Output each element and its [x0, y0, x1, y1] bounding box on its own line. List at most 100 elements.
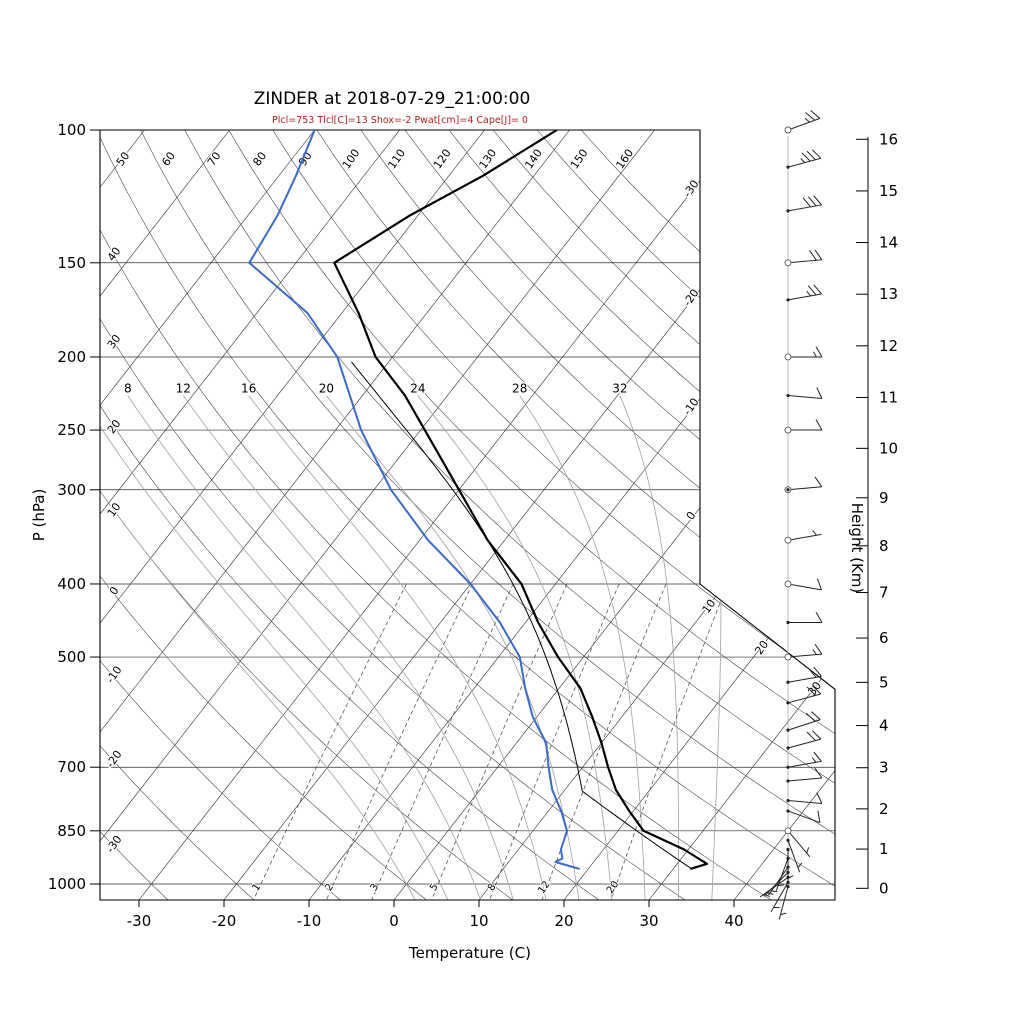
- wind-barb-staff: [787, 395, 822, 400]
- wind-barb-feather: [815, 419, 823, 431]
- profile-curves: [248, 130, 709, 870]
- dry-adiabat-label-left: 0: [107, 584, 122, 597]
- level-marker-circle: [784, 653, 792, 661]
- dry-adiabat-line: [100, 130, 513, 900]
- temperature-tick-label: 20: [554, 912, 573, 930]
- grid-lines: [100, 130, 835, 900]
- moist-adiabat-label: 28: [512, 382, 527, 396]
- moist-adiabat-label: 8: [124, 382, 132, 396]
- isotherm-line: [100, 130, 230, 900]
- temperature-axis-label: Temperature (C): [408, 944, 531, 962]
- wind-barb-half-feather: [812, 649, 817, 655]
- level-marker-dot: [786, 865, 790, 869]
- wind-barb-feather: [801, 152, 811, 162]
- wind-barb-feather: [806, 731, 816, 741]
- dry-adiabat-line: [316, 130, 835, 900]
- temperature-tick-label: 0: [389, 912, 399, 930]
- wind-barb-feather: [814, 767, 823, 779]
- dry-adiabat-line: [360, 130, 835, 900]
- dry-adiabat-label-top: 100: [340, 147, 363, 172]
- wind-barb-feather: [814, 643, 823, 655]
- temperature-tick-label: 30: [639, 912, 658, 930]
- wind-barb-staff: [787, 259, 822, 264]
- mixing-ratio-line: [541, 583, 667, 900]
- temperature-tick-label: -10: [297, 912, 322, 930]
- temperature-curve: [333, 130, 709, 870]
- isotherm-line: [100, 130, 145, 900]
- wind-barb-feather: [815, 611, 823, 623]
- wind-barb-staff: [787, 583, 822, 591]
- dry-adiabat-label-left: 40: [105, 245, 124, 264]
- dry-adiabat-label-left: -10: [104, 664, 125, 686]
- wind-barb-feather: [807, 285, 817, 296]
- level-marker-dot: [786, 875, 790, 880]
- isotherm-line: [138, 130, 740, 900]
- level-marker-dot: [786, 838, 790, 842]
- wind-barb-half-feather: [800, 157, 806, 163]
- wind-barb-feather: [809, 250, 817, 261]
- grid-labels: 50 60 70 80 90 100 110 120 130 140 150 160403020100…: [102, 145, 825, 897]
- temperature-tick-label: -30: [127, 912, 152, 930]
- wind-barb-staff: [787, 719, 821, 731]
- dry-adiabat-label-left: 30: [105, 332, 124, 351]
- wind-barb-half-feather: [811, 757, 817, 763]
- wind-barb-feather: [813, 666, 822, 677]
- isotherm-line: [100, 130, 400, 900]
- wind-barb-half-feather: [813, 351, 817, 358]
- isotherm-line: [100, 130, 485, 900]
- isotherm-label-right: -20: [681, 287, 702, 309]
- chart-title: ZINDER at 2018-07-29_21:00:00: [254, 89, 531, 109]
- pressure-tick-label: 1000: [48, 875, 86, 893]
- plot-frame: [99, 129, 836, 901]
- isotherm-line: [100, 130, 570, 900]
- level-marker-dot: [786, 880, 790, 884]
- wind-barb-half-feather: [806, 847, 810, 854]
- height-tick-label: 6: [879, 629, 889, 647]
- dry-adiabat-line: [100, 130, 772, 900]
- mixing-ratio-line: [431, 583, 568, 900]
- level-marker-dot: [786, 746, 790, 750]
- dry-adiabat-line: [184, 130, 835, 900]
- height-tick-label: 0: [879, 879, 889, 897]
- dewpoint-curve: [248, 130, 580, 870]
- wind-barb-staff: [763, 872, 789, 897]
- wind-barb-half-feather: [797, 862, 803, 868]
- moist-adiabat-label: 12: [176, 382, 191, 396]
- wind-barb-staff: [787, 653, 822, 658]
- plot-border: [99, 129, 836, 901]
- isotherm-line: [478, 130, 835, 900]
- level-marker-dot: [786, 885, 790, 889]
- level-marker-dot: [786, 701, 790, 705]
- dry-adiabat-line: [228, 130, 835, 900]
- mixing-ratio-label: 8: [486, 882, 499, 894]
- dry-adiabat-label-top: 110: [385, 147, 408, 172]
- wind-barb-staff: [787, 293, 822, 301]
- wind-barb-feather: [816, 387, 823, 399]
- wind-barb-feather: [811, 711, 821, 720]
- dry-adiabat-line: [100, 130, 255, 900]
- dry-adiabat-line: [100, 130, 835, 900]
- isotherm-line: [393, 130, 835, 900]
- dry-adiabat-line: [272, 130, 835, 900]
- mixing-ratio-label: 20: [605, 879, 621, 896]
- level-marker-circle: [784, 353, 792, 361]
- wind-barb-feather: [805, 712, 816, 722]
- wind-barb-staff: [787, 800, 822, 805]
- wind-barb-staff: [787, 777, 822, 782]
- wind-barb-feather: [814, 249, 823, 261]
- level-marker-dot: [786, 809, 790, 813]
- mixing-ratio-line: [610, 583, 728, 900]
- dry-adiabat-label-left: -30: [104, 833, 125, 855]
- mixing-ratio-label: 5: [428, 882, 441, 894]
- level-marker-dot: [786, 298, 790, 302]
- dry-adiabat-label-left: 20: [105, 417, 124, 436]
- wind-barb-staff: [775, 858, 789, 891]
- pressure-tick-label: 850: [57, 822, 86, 840]
- dry-adiabat-label-top: 160: [613, 147, 636, 172]
- wind-barb-feather: [812, 685, 822, 695]
- mixing-ratio-line: [326, 583, 473, 900]
- mixing-ratio-label: 3: [369, 882, 382, 894]
- height-tick-label: 4: [879, 717, 889, 735]
- mixing-ratio-label: 2: [323, 882, 336, 894]
